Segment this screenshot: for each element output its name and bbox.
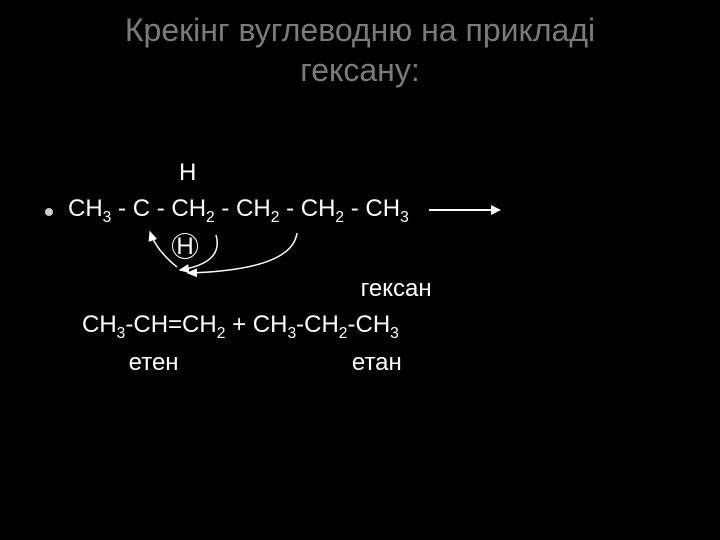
row-hexane: СН3 - С - СН2 - СН2 - СН2 - СН3	[44, 191, 499, 229]
title-line-1: Крекінг вуглеводню на прикладі	[0, 10, 720, 50]
label-hexane: гексан	[361, 275, 432, 302]
plus-sign: +	[225, 311, 252, 338]
reaction-arrow-icon	[429, 209, 499, 211]
atom-h-top: Н	[179, 159, 196, 186]
row-h-top: Н	[44, 155, 499, 191]
product-ethene: СН3-СН=СН2	[82, 311, 225, 338]
label-ethane: етан	[352, 349, 402, 376]
row-products: СН3-СН=СН2 + СН3-СН2-СН3	[82, 307, 499, 345]
atom-h-bottom-circled: Н	[172, 233, 198, 259]
bullet-icon	[44, 192, 54, 228]
hexane-formula: СН3 - С - СН2 - СН2 - СН2 - СН3	[68, 195, 409, 222]
row-product-labels: етен етан	[82, 345, 499, 381]
slide-title: Крекінг вуглеводню на прикладі гексану:	[0, 0, 720, 90]
title-line-2: гексану:	[0, 50, 720, 90]
row-h-bottom: Н	[44, 229, 499, 265]
product-ethane: СН3-СН2-СН3	[253, 311, 399, 338]
content-area: Н СН3 - С - СН2 - СН2 - СН2 - СН3 Н гекс…	[44, 155, 499, 381]
slide: Крекінг вуглеводню на прикладі гексану: …	[0, 0, 720, 540]
row-hexane-label: гексан	[44, 271, 499, 307]
label-ethene: етен	[129, 349, 179, 376]
